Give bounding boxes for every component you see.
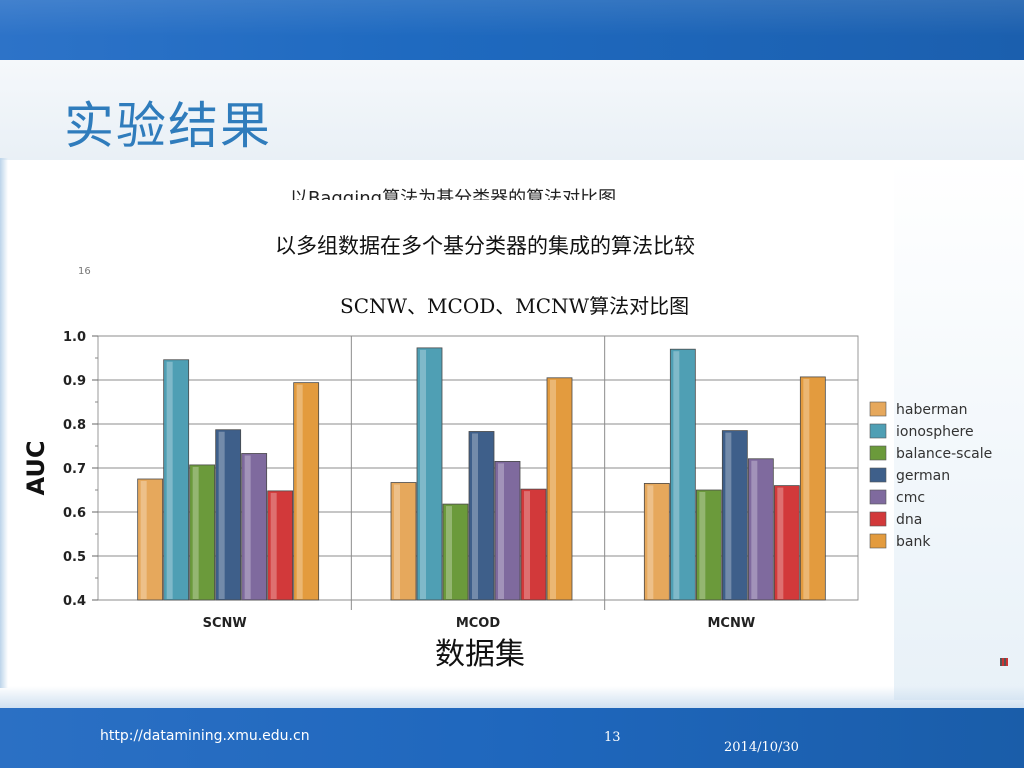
header-shine bbox=[0, 0, 1024, 60]
cut-off-caption: 以Bagging算法为基分类器的算法对比图 bbox=[290, 188, 617, 200]
content-left-shadow bbox=[0, 158, 8, 688]
slide-title: 实验结果 bbox=[64, 97, 272, 155]
footer-band bbox=[0, 708, 1024, 768]
content-right-shade bbox=[894, 160, 1024, 700]
page-number: 13 bbox=[604, 730, 621, 745]
slide-icon bbox=[1000, 658, 1008, 666]
chart-title: SCNW、MCOD、MCNW算法对比图 bbox=[340, 294, 690, 318]
marker-text: 16 bbox=[78, 266, 91, 277]
footer-wave bbox=[0, 686, 1024, 712]
chart-heading: 以多组数据在多个基分类器的集成的算法比较 bbox=[275, 234, 695, 258]
title-band bbox=[0, 60, 1024, 160]
footer-date: 2014/10/30 bbox=[724, 740, 799, 755]
footer-url[interactable]: http://datamining.xmu.edu.cn bbox=[100, 728, 310, 744]
header-band bbox=[0, 0, 1024, 60]
